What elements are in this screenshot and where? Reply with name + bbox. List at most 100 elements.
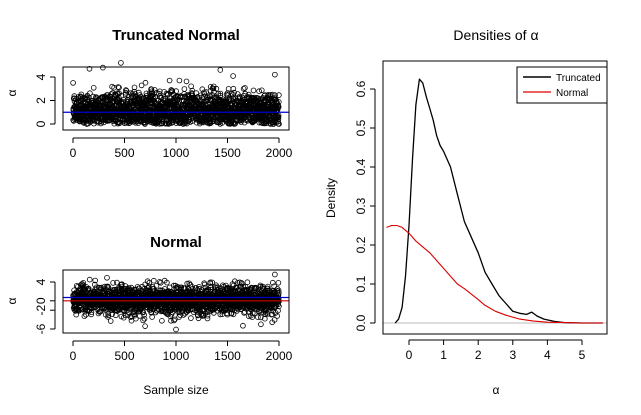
y-tick-label: 0.6 (354, 80, 368, 97)
legend-label-truncated: Truncated (556, 73, 601, 84)
y-tick-label: -2 (34, 305, 48, 316)
scatter-point (271, 317, 278, 323)
scatter-point (181, 86, 188, 92)
scatter-point (242, 85, 248, 91)
scatter-point (122, 312, 129, 319)
scatter-point (90, 85, 97, 91)
scatter-point (233, 117, 240, 123)
scatter-point (149, 314, 155, 320)
scatter-point (275, 99, 282, 105)
scatter-point (104, 274, 110, 281)
scatter-point (275, 114, 282, 120)
scatter-point (144, 278, 151, 285)
scatter-point (275, 287, 282, 294)
scatter-point (115, 84, 121, 90)
scatter-point (166, 77, 173, 84)
axes-normal: 0 500 1000 1500 2000-6-204 (34, 278, 293, 363)
x-tick-label: 1500 (214, 146, 241, 160)
scatter-point (242, 90, 249, 97)
x-tick-label: 1000 (163, 349, 190, 363)
scatter-point (87, 90, 93, 96)
x-tick-label: 1000 (163, 146, 190, 160)
scatter-point (172, 316, 178, 323)
scatter-point (173, 326, 179, 333)
x-tick-label: 4 (544, 348, 551, 362)
scatter-point (255, 314, 261, 321)
scatter-point (205, 309, 211, 316)
scatter-point (156, 278, 163, 285)
scatter-point (242, 284, 249, 290)
scatter-point (142, 79, 149, 86)
scatter-point (118, 60, 124, 66)
scatter-point (148, 88, 155, 95)
x-tick-label: 0 (406, 348, 413, 362)
scatter-point (269, 311, 275, 318)
scatter-point (207, 284, 214, 291)
y-tick-label: 0 (34, 120, 48, 127)
scatter-point (105, 312, 112, 319)
scatter-point (110, 280, 116, 286)
ylabel-truncated-normal: α (5, 89, 19, 96)
points-normal (70, 271, 282, 333)
plot-frame-densities (382, 60, 608, 335)
y-tick-label: 0.5 (354, 119, 368, 136)
scatter-point (71, 93, 78, 99)
x-tick-label: 2000 (266, 146, 293, 160)
scatter-point (214, 284, 221, 291)
scatter-point (274, 313, 281, 319)
legend-box (516, 66, 608, 104)
scatter-point (159, 317, 165, 324)
plot-frame-normal (62, 269, 290, 334)
x-tick-label: 1 (440, 348, 447, 362)
scatter-point (275, 290, 282, 296)
scatter-point (240, 86, 247, 92)
y-tick-label: 0.1 (354, 275, 368, 292)
y-tick-label: 4 (34, 73, 48, 80)
scatter-point (146, 283, 152, 290)
title-normal: Normal (150, 234, 202, 251)
scatter-point (274, 288, 281, 295)
scatter-point (148, 100, 155, 106)
xlabel-normal: Sample size (143, 383, 209, 397)
scatter-point (141, 315, 148, 322)
scatter-point (116, 84, 122, 91)
legend-densities: Truncated Normal (516, 66, 608, 104)
x-tick-label: 0 (70, 349, 77, 363)
scatter-point (82, 286, 89, 293)
scatter-point (184, 280, 191, 287)
panel-truncated-normal: Truncated Normal α 0 500 1000 1500 2000 0 2 4 (5, 27, 293, 160)
y-tick-label: 0 (34, 297, 48, 304)
x-tick-label: 5 (579, 348, 586, 362)
curves-densities (383, 78, 607, 324)
y-tick-label: 2 (34, 97, 48, 104)
scatter-point (133, 315, 139, 322)
scatter-point (146, 279, 153, 286)
scatter-point (204, 312, 211, 319)
scatter-point (73, 282, 80, 289)
scatter-point (143, 90, 150, 97)
scatter-point (171, 317, 177, 324)
scatter-point (275, 118, 281, 125)
scatter-point (274, 113, 281, 119)
scatter-point (250, 87, 257, 94)
scatter-point (209, 279, 216, 286)
scatter-point (244, 279, 251, 286)
lines-normal (63, 296, 289, 302)
title-densities: Densities of α (453, 27, 538, 43)
scatter-point (144, 285, 151, 291)
scatter-point (275, 112, 282, 119)
scatter-point (88, 309, 95, 316)
scatter-point (275, 279, 282, 286)
x-tick-label: 500 (114, 349, 134, 363)
scatter-point (138, 82, 145, 89)
scatter-point (217, 67, 224, 73)
scatter-point (131, 312, 138, 319)
scatter-point (164, 279, 170, 286)
y-tick-label: 0.4 (354, 158, 368, 175)
scatter-point (217, 90, 224, 97)
scatter-point (245, 91, 252, 98)
y-tick-label: 0.2 (354, 236, 368, 253)
ylabel-normal: α (5, 297, 19, 304)
axes-truncated-normal: 0 500 1000 1500 2000 0 2 4 (34, 73, 293, 160)
